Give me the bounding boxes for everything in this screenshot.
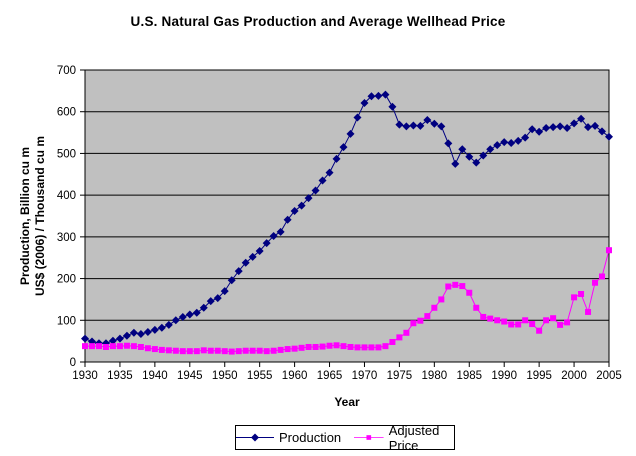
legend-item-adjusted-price: Adjusted Price [354,423,454,453]
legend-label-production: Production [279,430,342,445]
y-tick-label: 300 [57,232,76,244]
x-tick-label: 1965 [317,370,343,382]
x-axis-title: Year [334,395,360,409]
series-adjusted-price [82,247,612,355]
y-tick-label: 600 [57,107,76,119]
x-tick-label: 1940 [142,370,168,382]
y-tick-label: 700 [57,65,76,77]
plot-area [85,70,609,362]
x-tick-label: 2005 [596,370,622,382]
x-tick-label: 1950 [212,370,238,382]
x-tick-label: 1945 [177,370,203,382]
series-line [85,250,610,353]
legend-label-adjusted-price: Adjusted Price [388,422,440,453]
x-tick-label: 1985 [456,370,482,382]
x-tick-label: 1975 [387,370,413,382]
x-tick-label: 1995 [526,370,552,382]
x-tick-label: 1980 [422,370,448,382]
series-line [84,94,610,344]
chart-title: U.S. Natural Gas Production and Average … [130,14,506,29]
x-tick-label: 1970 [352,370,378,382]
adjusted-price-series-key-icon [354,435,384,440]
x-tick-label: 1935 [107,370,133,382]
y-tick-label: 100 [57,315,76,327]
y-tick-label: 0 [70,357,76,369]
x-tick-label: 1960 [282,370,308,382]
y-tick-label: 500 [57,148,76,160]
x-tick-label: 1955 [247,370,273,382]
x-tick-label: 2000 [561,370,587,382]
series-production [81,90,613,348]
legend: Production Adjusted Price [235,423,455,453]
legend-item-production: Production [236,430,341,445]
plot-border [84,69,610,363]
y-tick-label: 200 [57,274,76,286]
x-tick-label: 1930 [72,370,98,382]
x-tick-label: 1990 [491,370,517,382]
production-series-key-icon [236,433,274,442]
y-tick-label: 400 [57,190,76,202]
